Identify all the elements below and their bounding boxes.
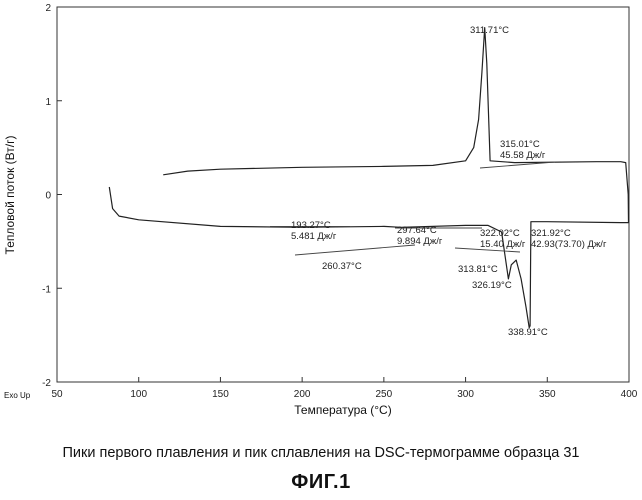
annotations-layer: 311.71°C 315.01°C45.58 Дж/г 193.27°C5.481 …	[291, 25, 607, 338]
peak-annotation: 260.37°C	[322, 261, 362, 272]
x-tick-label: 100	[130, 389, 147, 400]
x-tick-label: 250	[376, 389, 393, 400]
peak-annotation: 297.64°C	[397, 225, 437, 236]
peak-annotation: 313.81°C	[458, 264, 498, 275]
peak-annotation: 15.40 Дж/г	[480, 239, 526, 250]
peak-annotation: 42.93(73.70) Дж/г	[531, 239, 607, 250]
y-tick-label: 2	[45, 3, 51, 14]
peak-annotation: 5.481 Дж/г	[291, 231, 337, 242]
integration-baseline	[479, 161, 556, 169]
x-tick-label: 300	[457, 389, 474, 400]
x-tick-label: 350	[539, 389, 556, 400]
peak-annotation: 45.58 Дж/г	[500, 150, 546, 161]
axis-ticks: 50 100 150 200 250 300 350 400 -2 -1 0 1 2	[42, 3, 638, 400]
peak-annotation: 326.19°C	[472, 280, 512, 291]
y-tick-label: -2	[42, 378, 51, 389]
exo-up-label: Exo Up	[4, 391, 31, 400]
heat-flow-curve	[108, 27, 630, 329]
y-axis-title: Тепловой поток (Вт/г)	[3, 136, 17, 255]
y-tick-label: 0	[45, 191, 51, 202]
plot-frame	[56, 6, 630, 383]
peak-annotation: 311.71°C	[470, 25, 509, 36]
x-tick-label: 50	[51, 389, 63, 400]
x-tick-label: 150	[212, 389, 229, 400]
y-tick-label: 1	[45, 97, 51, 108]
peak-annotation: 321.92°C	[531, 228, 571, 239]
integration-baseline	[294, 244, 416, 256]
peak-annotation: 315.01°C	[500, 139, 540, 150]
series-layer	[108, 27, 630, 329]
figure-caption: Пики первого плавления и пик сплавления …	[62, 445, 580, 461]
peak-annotation: 322.02°C	[480, 228, 520, 239]
integration-baseline	[454, 247, 521, 253]
x-tick-label: 200	[294, 389, 311, 400]
peak-annotation: 193.27°C	[291, 220, 331, 231]
x-axis-title: Температура (°C)	[294, 403, 391, 417]
peak-annotation: 9.894 Дж/г	[397, 236, 443, 247]
x-tick-label: 400	[621, 389, 638, 400]
y-tick-label: -1	[42, 284, 51, 295]
figure-label: ФИГ.1	[291, 471, 351, 493]
peak-annotation: 338.91°C	[508, 327, 548, 338]
